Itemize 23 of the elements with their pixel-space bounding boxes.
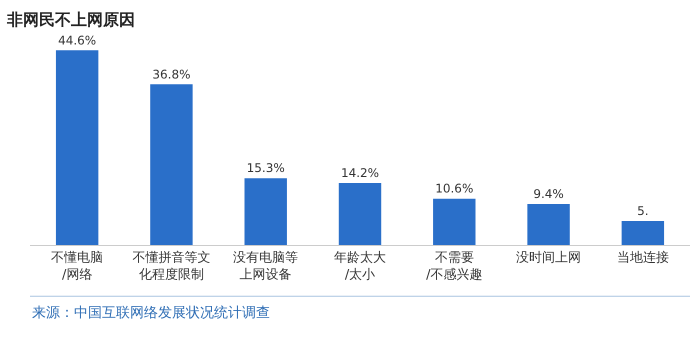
bar — [622, 220, 664, 245]
data-label: 9.4% — [533, 186, 564, 201]
source-note: 来源：中国互联网络发展状况统计调查 — [32, 305, 270, 321]
data-label: 36.8% — [152, 67, 190, 82]
x-tick-label: 没时间上网 — [516, 250, 582, 266]
data-label: 10.6% — [435, 182, 474, 196]
chart-title: 非网民不上网原因 — [6, 10, 135, 30]
x-tick-label: 当地连接 — [616, 250, 669, 266]
x-tick-label: 年龄太大/太小 — [334, 250, 386, 282]
x-tick-label: 不懂拼音等文化程度限制 — [132, 250, 210, 282]
bar — [244, 178, 287, 245]
x-tick-label: 不需要/不感兴趣 — [426, 250, 482, 282]
x-tick-label: 不懂电脑/网络 — [51, 250, 104, 282]
data-label: 14.2% — [340, 166, 380, 180]
bar — [56, 50, 98, 245]
bar — [527, 204, 570, 245]
bar — [338, 182, 382, 245]
x-tick-label: 没有电脑等上网设备 — [233, 250, 298, 282]
bar — [150, 84, 193, 245]
data-label: 15.3% — [246, 161, 285, 176]
data-label: 44.6% — [58, 33, 96, 48]
data-label: 5. — [637, 204, 649, 218]
bar — [433, 198, 476, 245]
